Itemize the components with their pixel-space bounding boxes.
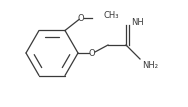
Text: NH: NH xyxy=(131,18,144,27)
Text: O: O xyxy=(78,14,84,23)
Text: NH₂: NH₂ xyxy=(142,61,158,70)
Text: O: O xyxy=(89,48,95,57)
Text: CH₃: CH₃ xyxy=(103,11,118,20)
